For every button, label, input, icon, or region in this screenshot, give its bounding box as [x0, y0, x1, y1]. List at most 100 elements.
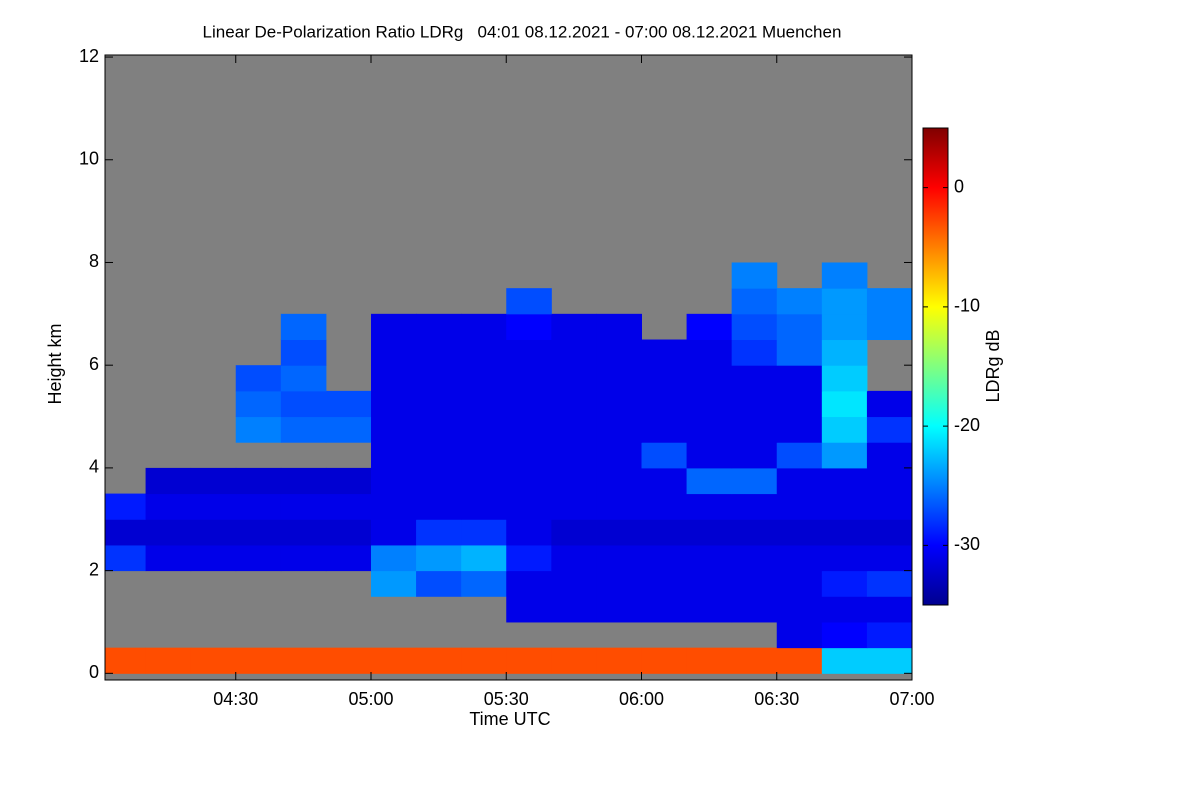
heat-cell	[461, 416, 507, 443]
heat-cell	[776, 519, 823, 546]
heat-cell	[731, 313, 778, 341]
heat-cell	[731, 365, 778, 392]
heat-cell	[821, 313, 868, 341]
heat-cell	[776, 288, 823, 315]
heat-cell	[551, 339, 597, 366]
heat-cell	[370, 570, 417, 597]
heat-cell	[776, 570, 823, 597]
heat-cell	[821, 442, 868, 469]
heat-cell	[235, 467, 282, 495]
heat-cell	[416, 493, 462, 520]
heat-cell	[506, 442, 552, 469]
heat-cell	[235, 416, 282, 443]
heat-cell	[866, 570, 913, 597]
heat-cell	[461, 519, 507, 546]
heat-cell	[551, 442, 597, 469]
heat-cell	[821, 621, 868, 649]
x-tick-label: 05:30	[484, 689, 529, 709]
colorbar-tick-label: 0	[954, 176, 964, 196]
heat-cell	[731, 442, 778, 469]
heat-cell	[190, 467, 237, 495]
heat-cell	[866, 621, 913, 649]
colorbar-tick-label: -10	[954, 296, 980, 316]
heat-cell	[596, 647, 642, 674]
heat-cell	[235, 519, 282, 546]
heat-cell	[235, 647, 282, 674]
heat-cell	[280, 544, 327, 572]
heat-cell	[145, 544, 192, 572]
heat-cell	[641, 416, 688, 443]
x-tick-label: 07:00	[889, 689, 934, 709]
heat-cell	[731, 339, 778, 366]
heat-cell	[190, 647, 237, 674]
heat-cell	[731, 519, 778, 546]
heat-cell	[461, 390, 507, 418]
heat-cell	[686, 570, 733, 597]
heat-cell	[866, 288, 913, 315]
heat-cell	[105, 544, 147, 572]
heat-cell	[325, 519, 372, 546]
heat-cell	[686, 339, 733, 366]
heat-cell	[641, 390, 688, 418]
heat-cell	[461, 467, 507, 495]
heat-cell	[686, 313, 733, 341]
heat-cell	[551, 313, 597, 341]
heat-cell	[596, 313, 642, 341]
heat-cell	[596, 339, 642, 366]
heat-cell	[551, 596, 597, 623]
y-tick-label: 2	[89, 559, 99, 579]
heat-cell	[280, 390, 327, 418]
heat-cell	[731, 544, 778, 572]
y-tick-label: 0	[89, 662, 99, 682]
heat-cell	[190, 519, 237, 546]
heat-cell	[866, 596, 913, 623]
heat-cell	[731, 493, 778, 520]
heat-cell	[731, 596, 778, 623]
heat-cell	[235, 365, 282, 392]
heat-cell	[821, 262, 868, 289]
heat-cell	[821, 570, 868, 597]
heat-cell	[776, 365, 823, 392]
heat-cell	[731, 390, 778, 418]
heat-cell	[506, 519, 552, 546]
heat-cell	[866, 647, 913, 674]
heat-cell	[821, 467, 868, 495]
heat-cell	[416, 390, 462, 418]
heat-cell	[686, 596, 733, 623]
heat-cell	[280, 365, 327, 392]
heat-cell	[731, 416, 778, 443]
heat-cell	[596, 365, 642, 392]
heat-cell	[821, 647, 868, 674]
heat-cell	[641, 339, 688, 366]
heat-cell	[641, 442, 688, 469]
heat-cell	[596, 544, 642, 572]
heat-cell	[731, 467, 778, 495]
heat-cell	[866, 519, 913, 546]
heat-cell	[235, 390, 282, 418]
heat-cell	[370, 519, 417, 546]
heat-cell	[686, 416, 733, 443]
heat-cell	[551, 390, 597, 418]
heat-cell	[416, 313, 462, 341]
heat-cell	[821, 596, 868, 623]
heat-cell	[776, 416, 823, 443]
heat-cell	[821, 365, 868, 392]
heat-cell	[731, 288, 778, 315]
heat-cell	[596, 493, 642, 520]
heat-cell	[821, 416, 868, 443]
x-tick-label: 06:00	[619, 689, 664, 709]
heat-cell	[105, 519, 147, 546]
heat-cell	[641, 596, 688, 623]
heat-cell	[280, 416, 327, 443]
heat-cell	[325, 416, 372, 443]
heat-cell	[506, 365, 552, 392]
heat-cell	[866, 467, 913, 495]
heat-cell	[686, 647, 733, 674]
heat-cell	[551, 647, 597, 674]
heat-cell	[506, 288, 552, 315]
heat-cell	[416, 570, 462, 597]
heat-cell	[596, 416, 642, 443]
heat-cell	[416, 339, 462, 366]
colorbar-tick-label: -20	[954, 415, 980, 435]
